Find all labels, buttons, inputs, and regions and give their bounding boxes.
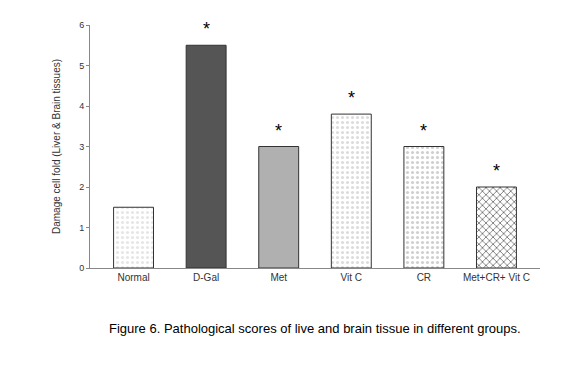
svg-text:Met+CR+ Vit C: Met+CR+ Vit C: [463, 272, 530, 283]
svg-text:CR: CR: [417, 272, 431, 283]
svg-text:4: 4: [79, 101, 84, 111]
svg-text:Met: Met: [270, 272, 287, 283]
svg-text:*: *: [493, 161, 500, 181]
svg-text:Vit C: Vit C: [341, 272, 363, 283]
svg-text:6: 6: [79, 20, 84, 30]
svg-text:5: 5: [79, 61, 84, 71]
svg-text:Normal: Normal: [117, 272, 149, 283]
svg-text:Figure 6. Pathological scores: Figure 6. Pathological scores of live an…: [109, 321, 521, 336]
svg-text:1: 1: [79, 223, 84, 233]
svg-text:Damage cell fold (Liver & Brai: Damage cell fold (Liver & Brain tissues): [51, 59, 62, 234]
svg-text:*: *: [420, 121, 427, 141]
svg-text:*: *: [348, 88, 355, 108]
svg-text:*: *: [203, 19, 210, 39]
svg-text:0: 0: [79, 263, 84, 273]
svg-text:2: 2: [79, 182, 84, 192]
svg-text:*: *: [275, 121, 282, 141]
svg-text:D-Gal: D-Gal: [193, 272, 219, 283]
svg-text:3: 3: [79, 142, 84, 152]
